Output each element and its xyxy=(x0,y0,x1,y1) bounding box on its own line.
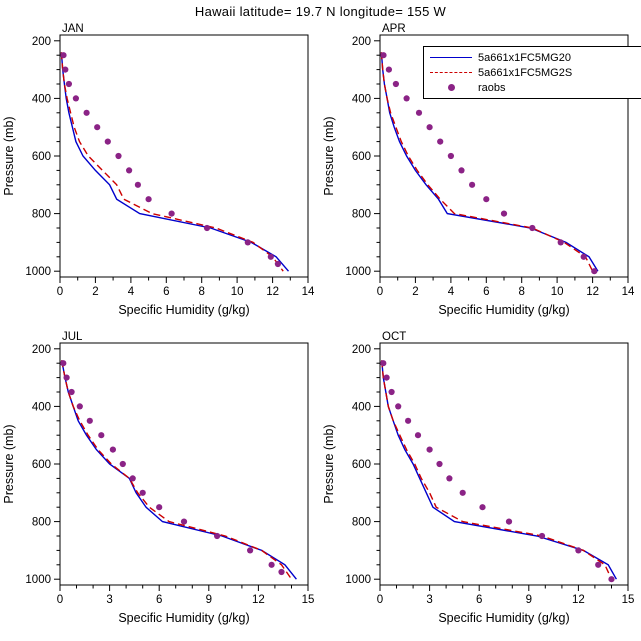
figure-title: Hawaii latitude= 19.7 N longitude= 155 W xyxy=(194,4,447,19)
svg-text:0: 0 xyxy=(57,594,63,606)
svg-text:6: 6 xyxy=(156,594,162,606)
svg-text:JUL: JUL xyxy=(62,331,83,343)
svg-text:14: 14 xyxy=(622,286,635,298)
svg-text:1000: 1000 xyxy=(345,266,371,278)
svg-text:12: 12 xyxy=(266,286,279,298)
panel-jan: 200 400 600 800 1000 0 2 4 6 8 10 12 14 JAN Specific H… xyxy=(0,21,320,329)
panel-oct: 200 400 600 800 1000 0 3 6 9 12 15 OCT Specific Humi… xyxy=(320,329,640,637)
svg-text:0: 0 xyxy=(57,286,63,298)
legend: 5a661x1FC5MG20 5a661x1FC5MG2S raobs xyxy=(423,46,641,99)
svg-text:Specific Humidity (g/kg): Specific Humidity (g/kg) xyxy=(438,611,569,625)
svg-text:APR: APR xyxy=(382,23,406,35)
svg-text:3: 3 xyxy=(426,594,432,606)
svg-text:800: 800 xyxy=(352,209,371,221)
svg-text:9: 9 xyxy=(206,594,212,606)
svg-text:6: 6 xyxy=(483,286,489,298)
legend-entry-model2: 5a661x1FC5MG2S xyxy=(430,65,641,80)
svg-text:Specific Humidity (g/kg): Specific Humidity (g/kg) xyxy=(438,303,569,317)
svg-text:15: 15 xyxy=(302,594,315,606)
svg-text:2: 2 xyxy=(412,286,418,298)
svg-text:0: 0 xyxy=(377,594,383,606)
panel-grid: 200 400 600 800 1000 0 2 4 6 8 10 12 14 JAN Specific H… xyxy=(0,21,641,637)
svg-text:200: 200 xyxy=(352,344,371,356)
svg-text:6: 6 xyxy=(476,594,482,606)
svg-text:Pressure (mb): Pressure (mb) xyxy=(322,116,336,195)
svg-text:Specific Humidity (g/kg): Specific Humidity (g/kg) xyxy=(118,611,249,625)
svg-text:4: 4 xyxy=(128,286,135,298)
svg-text:0: 0 xyxy=(377,286,383,298)
svg-text:4: 4 xyxy=(448,286,455,298)
svg-text:12: 12 xyxy=(572,594,585,606)
svg-text:10: 10 xyxy=(231,286,244,298)
panel-apr: 200 400 600 800 1000 0 2 4 6 8 10 12 14 APR Specific H… xyxy=(320,21,640,329)
svg-text:400: 400 xyxy=(352,401,371,413)
svg-text:400: 400 xyxy=(352,93,371,105)
dashed-line-swatch-icon xyxy=(430,65,472,80)
svg-text:1000: 1000 xyxy=(345,574,371,586)
svg-text:12: 12 xyxy=(586,286,599,298)
svg-text:600: 600 xyxy=(32,459,51,471)
svg-text:600: 600 xyxy=(32,151,51,163)
svg-text:OCT: OCT xyxy=(382,331,406,343)
legend-entry-model1: 5a661x1FC5MG20 xyxy=(430,50,641,65)
svg-text:8: 8 xyxy=(198,286,204,298)
legend-entry-raobs: raobs xyxy=(430,80,641,95)
svg-text:800: 800 xyxy=(32,209,51,221)
svg-text:200: 200 xyxy=(352,36,371,48)
svg-text:12: 12 xyxy=(252,594,265,606)
legend-label: 5a661x1FC5MG20 xyxy=(478,51,571,64)
svg-text:600: 600 xyxy=(352,459,371,471)
svg-text:8: 8 xyxy=(518,286,524,298)
svg-text:15: 15 xyxy=(622,594,635,606)
dot-swatch-icon xyxy=(430,80,472,95)
svg-text:200: 200 xyxy=(32,344,51,356)
svg-text:400: 400 xyxy=(32,401,51,413)
svg-text:14: 14 xyxy=(302,286,315,298)
panel-jul: 200 400 600 800 1000 0 3 6 9 12 15 JUL Specific Humi… xyxy=(0,329,320,637)
legend-label: raobs xyxy=(478,81,506,94)
solid-line-swatch-icon xyxy=(430,50,472,65)
svg-text:JAN: JAN xyxy=(62,23,84,35)
svg-text:3: 3 xyxy=(106,594,112,606)
svg-text:Pressure (mb): Pressure (mb) xyxy=(2,116,16,195)
svg-text:Specific Humidity (g/kg): Specific Humidity (g/kg) xyxy=(118,303,249,317)
svg-text:Pressure (mb): Pressure (mb) xyxy=(322,424,336,503)
svg-text:1000: 1000 xyxy=(25,266,51,278)
svg-text:6: 6 xyxy=(163,286,169,298)
legend-label: 5a661x1FC5MG2S xyxy=(478,66,573,79)
svg-text:Pressure (mb): Pressure (mb) xyxy=(2,424,16,503)
svg-text:400: 400 xyxy=(32,93,51,105)
svg-text:600: 600 xyxy=(352,151,371,163)
svg-text:2: 2 xyxy=(92,286,98,298)
svg-text:200: 200 xyxy=(32,36,51,48)
svg-text:9: 9 xyxy=(526,594,532,606)
svg-text:800: 800 xyxy=(352,517,371,529)
svg-text:800: 800 xyxy=(32,517,51,529)
svg-text:1000: 1000 xyxy=(25,574,51,586)
svg-text:10: 10 xyxy=(551,286,564,298)
